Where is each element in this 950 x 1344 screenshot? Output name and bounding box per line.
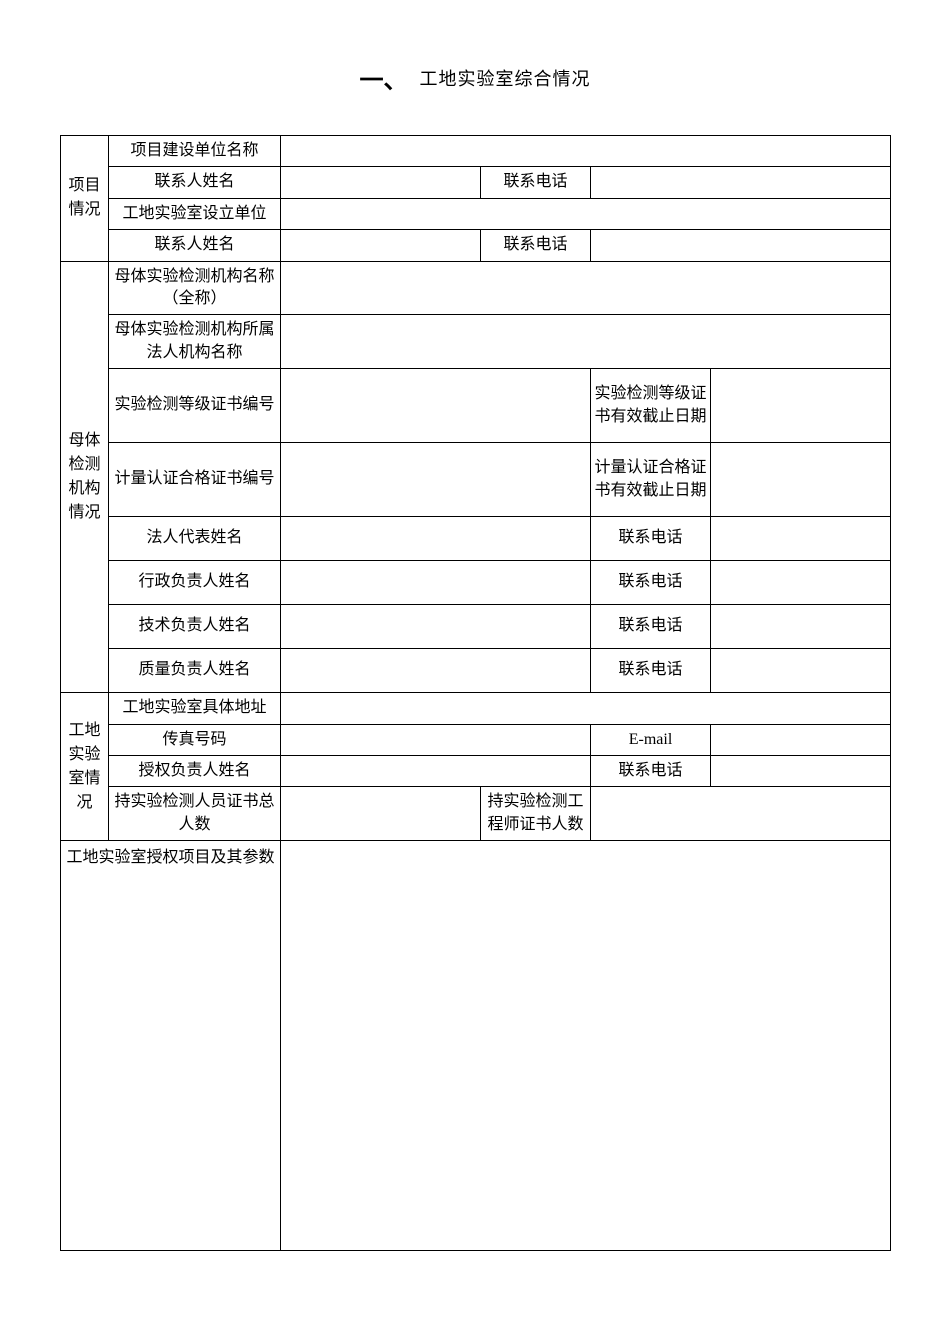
cell-value [711,605,891,649]
cell-value [281,841,891,1251]
cell-label: 实验检测等级证书有效截止日期 [591,369,711,443]
table-row: 项目情况 项目建设单位名称 [61,136,891,167]
cell-value [591,787,891,841]
form-table: 项目情况 项目建设单位名称 联系人姓名 联系电话 工地实验室设立单位 联系人姓名… [60,135,891,1251]
cell-value [711,561,891,605]
title-text: 工地实验室综合情况 [420,65,591,91]
cell-label: 母体实验检测机构名称（全称） [109,261,281,315]
cell-label: 质量负责人姓名 [109,649,281,693]
cell-label: 工地实验室授权项目及其参数 [61,841,281,1251]
cell-label: 联系电话 [481,230,591,261]
cell-label: 工地实验室设立单位 [109,198,281,229]
cell-value [591,230,891,261]
cell-value [281,230,481,261]
cell-label: 技术负责人姓名 [109,605,281,649]
table-row: 行政负责人姓名 联系电话 [61,561,891,605]
section-label-lab: 工地实验室情况 [61,693,109,841]
cell-value [281,315,891,369]
cell-value [281,605,591,649]
cell-value [711,649,891,693]
table-row: 持实验检测人员证书总人数 持实验检测工程师证书人数 [61,787,891,841]
table-row: 授权负责人姓名 联系电话 [61,755,891,786]
table-row: 法人代表姓名 联系电话 [61,517,891,561]
table-row: 工地实验室授权项目及其参数 [61,841,891,1251]
cell-label: 联系电话 [591,605,711,649]
cell-label: 计量认证合格证书有效截止日期 [591,443,711,517]
cell-label: 法人代表姓名 [109,517,281,561]
cell-label: E-mail [591,724,711,755]
cell-label: 持实验检测人员证书总人数 [109,787,281,841]
cell-label: 行政负责人姓名 [109,561,281,605]
table-row: 技术负责人姓名 联系电话 [61,605,891,649]
cell-label: 联系电话 [591,561,711,605]
cell-value [281,787,481,841]
cell-value [281,561,591,605]
cell-label: 联系人姓名 [109,230,281,261]
table-row: 工地实验室情况 工地实验室具体地址 [61,693,891,724]
cell-value [711,369,891,443]
table-row: 母体实验检测机构所属法人机构名称 [61,315,891,369]
cell-value [281,724,591,755]
cell-value [711,755,891,786]
cell-label: 持实验检测工程师证书人数 [481,787,591,841]
cell-label: 联系人姓名 [109,167,281,198]
table-row: 联系人姓名 联系电话 [61,167,891,198]
cell-label: 计量认证合格证书编号 [109,443,281,517]
cell-value [281,167,481,198]
cell-value [711,443,891,517]
cell-label: 联系电话 [591,517,711,561]
table-row: 母体检测机构情况 母体实验检测机构名称（全称） [61,261,891,315]
table-row: 工地实验室设立单位 [61,198,891,229]
cell-value [281,198,891,229]
cell-label: 传真号码 [109,724,281,755]
cell-value [281,755,591,786]
cell-label: 工地实验室具体地址 [109,693,281,724]
cell-label: 联系电话 [591,755,711,786]
page-title: 一、 工地实验室综合情况 [60,60,890,95]
cell-label: 联系电话 [591,649,711,693]
cell-value [281,693,891,724]
cell-label: 联系电话 [481,167,591,198]
cell-label: 项目建设单位名称 [109,136,281,167]
table-row: 联系人姓名 联系电话 [61,230,891,261]
table-row: 质量负责人姓名 联系电话 [61,649,891,693]
cell-label: 母体实验检测机构所属法人机构名称 [109,315,281,369]
cell-value [281,649,591,693]
table-row: 传真号码 E-mail [61,724,891,755]
cell-value [711,724,891,755]
cell-value [281,136,891,167]
cell-label: 授权负责人姓名 [109,755,281,786]
section-label-project: 项目情况 [61,136,109,262]
cell-value [281,369,591,443]
table-row: 计量认证合格证书编号 计量认证合格证书有效截止日期 [61,443,891,517]
cell-value [711,517,891,561]
cell-value [281,517,591,561]
title-bullet: 一、 [360,60,408,95]
section-label-parent: 母体检测机构情况 [61,261,109,693]
cell-value [281,443,591,517]
cell-value [281,261,891,315]
table-row: 实验检测等级证书编号 实验检测等级证书有效截止日期 [61,369,891,443]
cell-value [591,167,891,198]
cell-label: 实验检测等级证书编号 [109,369,281,443]
